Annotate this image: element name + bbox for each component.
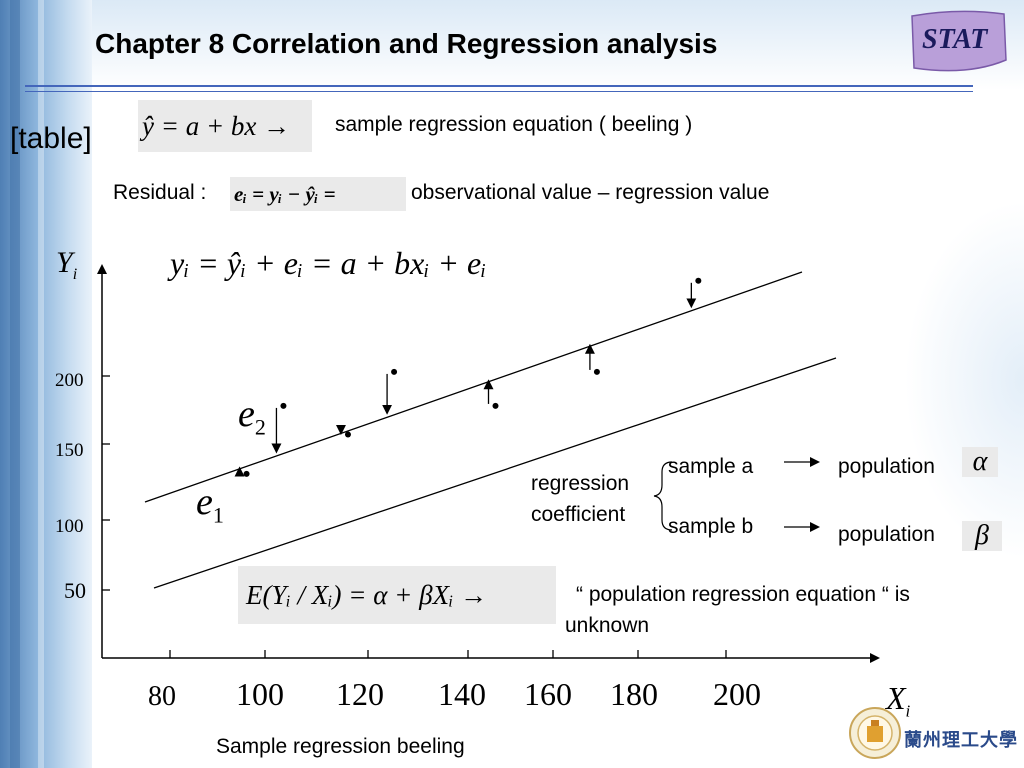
coefficient-label-line2: coefficient [531,503,626,526]
decorative-left-strip [0,0,92,768]
population-equation-caption-line2: unknown [565,614,650,637]
sample-a-label: sample a [668,455,754,478]
beta-symbol: β [962,521,1002,551]
alpha-symbol: α [962,447,998,477]
data-point [243,470,250,477]
footer-caption: Sample regression beeling [216,735,465,758]
e2-letter: e [238,393,255,435]
decomposition-equation: yᵢ = ŷᵢ + eᵢ = a + bxᵢ + eᵢ [170,245,487,281]
y-tick-label: 150 [55,440,84,461]
y-axis-label: Yi [56,246,77,284]
residual-formula: eᵢ = yᵢ − ŷᵢ = [230,177,406,211]
x-tick-label: 200 [713,676,761,712]
data-point [593,368,600,375]
x-tick-label: 140 [438,676,486,712]
header-background [92,0,1024,90]
residual-caption: observational value – regression value [411,181,770,204]
x-axis-subscript: i [905,701,911,721]
sample-regression-line [144,271,803,503]
table-tag: [table] [10,122,92,155]
y-axis-subscript: i [72,266,78,283]
population-equation-caption-line1: “ population regression equation “ is [576,583,910,606]
x-tick-label: 120 [336,676,384,712]
stat-badge-label: STAT [922,24,988,55]
data-point [492,402,499,409]
e1-letter: e [196,481,213,523]
population-regression-line [153,357,837,589]
data-point [280,402,287,409]
population-beta-label: population [838,523,935,546]
sample-equation-caption: sample regression equation ( beeling ) [335,113,693,136]
residual-label-e2: e2 [238,392,266,441]
e1-subscript: 1 [212,502,224,528]
university-logo-emblem [849,707,901,759]
sample-equation-formula: ŷ = a + bx → [138,100,312,152]
y-tick-label: 200 [55,370,84,391]
x-axis-label: Xi [886,680,910,721]
x-tick-label: 180 [610,676,658,712]
x-tick-label: 80 [148,681,176,712]
y-tick-label: 100 [55,516,84,537]
x-axis-letter: X [886,680,906,716]
header-divider-thin [25,91,973,92]
stat-badge: STAT [908,10,1008,72]
coefficient-brace [653,461,673,531]
y-axis-letter: Y [56,246,73,279]
data-point [344,431,351,438]
data-point [391,368,398,375]
x-tick-label: 100 [236,676,284,712]
header-divider [25,85,973,87]
page-title: Chapter 8 Correlation and Regression ana… [95,28,718,59]
coefficient-label-line1: regression [531,472,630,495]
y-tick-label: 50 [64,578,86,603]
population-equation-formula: E(Yᵢ / Xᵢ) = α + βXᵢ → [238,566,556,624]
x-tick-label: 160 [524,676,572,712]
university-logo-text: 蘭州理工大學 [904,730,1018,751]
e2-subscript: 2 [254,414,266,440]
data-point [695,277,702,284]
residual-label-e1: e1 [196,480,224,529]
population-alpha-label: population [838,455,935,478]
residual-label: Residual : [113,181,207,204]
sample-b-label: sample b [668,515,754,538]
decorative-right-wash [904,200,1024,560]
